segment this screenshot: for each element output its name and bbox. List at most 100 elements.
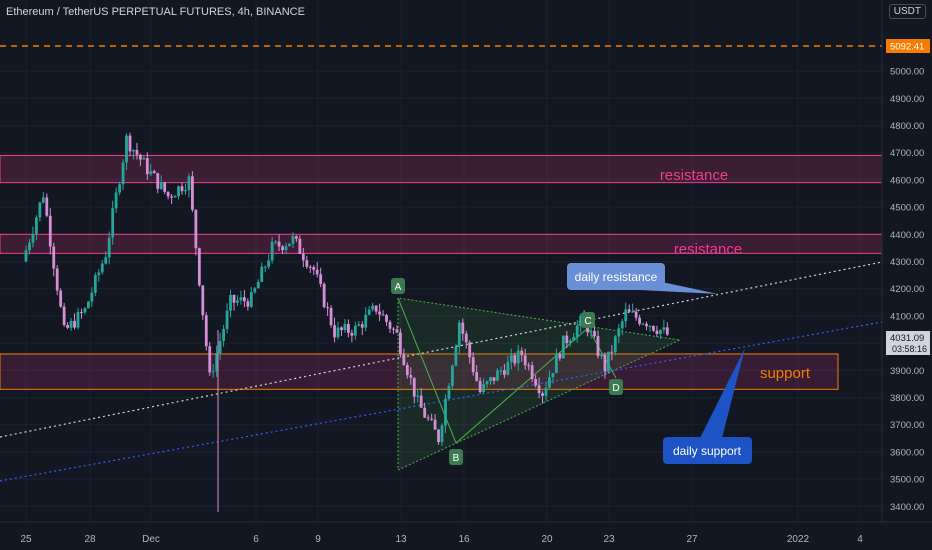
candle-body (509, 355, 513, 362)
currency-badge[interactable]: USDT (888, 4, 926, 19)
candle-body (312, 266, 316, 270)
candle-body (73, 320, 76, 328)
candle-body (478, 380, 482, 393)
price-axis (882, 0, 932, 550)
candle-body (197, 248, 201, 286)
candle-body (374, 305, 378, 312)
candle-body (464, 333, 468, 343)
candle-body (665, 327, 669, 335)
support-zone (0, 353, 839, 390)
candle-body (513, 355, 517, 364)
candle-body (152, 171, 156, 174)
price-tick-label: 4100.00 (890, 311, 924, 322)
candle-body (503, 370, 506, 375)
current-price-label: 4031.09 (890, 333, 924, 344)
candle-body (315, 269, 319, 275)
candle-body (360, 324, 364, 328)
candle-body (600, 354, 603, 357)
candle-body (561, 335, 565, 359)
candle-body (426, 417, 430, 419)
candle-body (135, 149, 139, 155)
candle-body (659, 330, 662, 335)
candle-body (97, 272, 101, 276)
candle-body (35, 217, 38, 234)
candle-body (388, 321, 392, 329)
price-tick-label: 4600.00 (890, 175, 924, 186)
candle-body (638, 317, 641, 324)
current-price-badge (886, 331, 930, 355)
candle-body (256, 281, 260, 289)
candle-body (253, 288, 257, 293)
candle-body (572, 336, 576, 341)
candle-body (603, 354, 607, 372)
candle-body (45, 197, 49, 216)
pattern-point-c (581, 312, 595, 328)
candle-body (364, 314, 368, 328)
candle-body (416, 395, 420, 397)
high-price-badge (886, 39, 930, 53)
candle-body (24, 250, 28, 262)
candle-body (392, 328, 395, 330)
candle-body (631, 311, 635, 313)
candle-body (48, 215, 52, 247)
candle-body (111, 208, 115, 238)
candle-body (208, 346, 212, 373)
candle-body (607, 351, 610, 372)
candle-body (596, 336, 600, 357)
candle-body (288, 243, 291, 247)
support-label: support (760, 365, 811, 382)
candle-body (118, 184, 121, 193)
candle-body (166, 191, 170, 197)
candle-body (80, 311, 83, 313)
pattern-point-label: C (584, 316, 591, 327)
candle-body (305, 260, 309, 267)
candle-body (194, 209, 198, 249)
candle-body (229, 294, 232, 311)
candle-body (59, 290, 63, 307)
price-tick-label: 3900.00 (890, 366, 924, 377)
candle-body (624, 309, 628, 322)
candle-body (482, 384, 485, 393)
candle-body (336, 327, 340, 338)
candle-body (204, 315, 208, 347)
candle-body (211, 371, 215, 373)
price-tick-label: 4200.00 (890, 284, 924, 295)
candle-body (69, 320, 73, 328)
candle-body (177, 186, 180, 197)
candle-body (381, 314, 385, 316)
candle-body (270, 241, 274, 261)
candle-body (447, 385, 451, 399)
candle-body (125, 135, 128, 163)
support-trendline (0, 321, 883, 482)
time-tick-label: Dec (142, 534, 160, 545)
candle-body (579, 315, 583, 326)
candle-body (132, 149, 135, 152)
candle-body (295, 236, 298, 239)
candle-body (461, 322, 465, 334)
price-tick-label: 4300.00 (890, 257, 924, 268)
candle-body (31, 233, 35, 243)
candle-body (506, 361, 510, 375)
candle-body (41, 197, 45, 203)
time-tick-label: 2022 (787, 534, 810, 545)
candle-body (395, 329, 399, 333)
candle-body (107, 237, 111, 258)
candle-body (201, 285, 205, 316)
price-tick-label: 4900.00 (890, 94, 924, 105)
time-tick-label: 23 (603, 534, 615, 545)
candle-body (274, 241, 277, 243)
candle-body (353, 325, 357, 336)
candle-body (565, 335, 569, 344)
candle-body (433, 419, 437, 430)
candle-body (28, 242, 31, 251)
candle-body (100, 263, 104, 273)
candle-body (516, 350, 520, 364)
price-tick-label: 4500.00 (890, 203, 924, 214)
candle-body (492, 377, 496, 381)
candle-body (454, 346, 458, 366)
candle-body (610, 351, 614, 353)
candle-body (38, 202, 42, 218)
candle-body (159, 182, 163, 189)
candle-body (378, 311, 381, 315)
